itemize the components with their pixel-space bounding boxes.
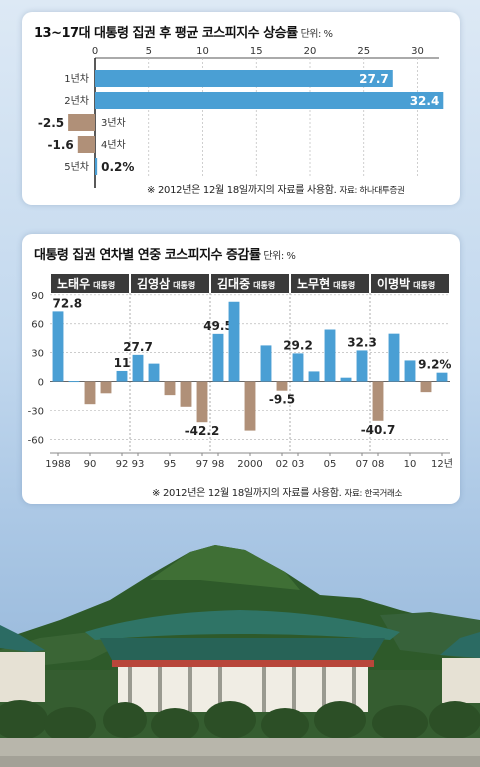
x-tick-label: 02 xyxy=(276,459,289,470)
bar-1990 xyxy=(84,381,96,405)
bar-1988 xyxy=(52,311,64,382)
x-tick-label: 25 xyxy=(357,46,370,57)
bar-3년차 xyxy=(68,114,95,131)
bar-2년차 xyxy=(95,92,444,109)
bar-2006 xyxy=(340,377,352,382)
value-label: 11 xyxy=(114,356,131,370)
bar-1991 xyxy=(100,381,112,394)
chart2-title: 대통령 집권 연차별 연중 코스피지수 증감률 단위: % xyxy=(34,248,296,263)
x-tick-label: 1988 xyxy=(45,459,70,470)
value-label: -42.2 xyxy=(185,424,220,438)
bar-2004 xyxy=(308,371,320,382)
x-tick-label: 12년 xyxy=(431,458,453,470)
blue-house-photo xyxy=(0,545,480,767)
president-header xyxy=(51,274,129,293)
bar-2000 xyxy=(244,381,256,431)
x-tick-label: 92 xyxy=(116,459,129,470)
bar-2003 xyxy=(292,353,304,382)
x-tick-label: 20 xyxy=(304,46,317,57)
x-tick-label: 07 xyxy=(356,459,369,470)
president-name: 노무현 대통령 xyxy=(297,276,355,291)
x-tick-label: 10 xyxy=(196,46,209,57)
y-tick-label: -30 xyxy=(28,406,44,417)
category-label: 5년차 xyxy=(64,161,89,173)
value-label: 29.2 xyxy=(283,338,313,352)
x-tick-label: 0 xyxy=(92,46,98,57)
y-tick-label: -60 xyxy=(28,435,44,446)
x-tick-label: 90 xyxy=(84,459,97,470)
bar-1992 xyxy=(116,370,128,382)
bar-1998 xyxy=(212,333,224,382)
yearly-kospi-panel: 대통령 집권 연차별 연중 코스피지수 증감률 단위: % 노태우 대통령 김영삼 대통… xyxy=(22,234,460,504)
president-header xyxy=(131,274,209,293)
chart1-note: ※ 2012년은 12월 18일까지의 자료를 사용함. 자료: 하나대투증권 xyxy=(147,185,405,196)
president-name: 김대중 대통령 xyxy=(217,276,275,291)
value-label: 49.5 xyxy=(203,319,233,333)
bar-1995 xyxy=(164,381,176,396)
avg-kospi-panel: 13~17대 대통령 집권 후 평균 코스피지수 상승률 단위: % 0 5 10 15… xyxy=(22,12,460,205)
x-tick-label: 5 xyxy=(146,46,152,57)
x-tick-label: 93 xyxy=(132,459,145,470)
bar-1년차 xyxy=(95,70,393,87)
bar-1997 xyxy=(196,381,208,423)
bar-1994 xyxy=(148,363,160,382)
category-label: 3년차 xyxy=(101,117,126,129)
bar-2009 xyxy=(388,333,400,382)
bar-2007 xyxy=(356,350,368,382)
bar-1996 xyxy=(180,381,192,407)
president-header xyxy=(291,274,369,293)
chart1-title: 13~17대 대통령 집권 후 평균 코스피지수 상승률 단위: % xyxy=(34,26,333,41)
chart2-plot: 노태우 대통령 김영삼 대통령 김대중 대통령 노무현 대통령 이명박 대통령 90 60 30 0 -30… xyxy=(28,274,453,470)
value-label: -40.7 xyxy=(361,423,396,437)
bar-2008 xyxy=(372,381,384,421)
x-tick-label: 03 xyxy=(292,459,305,470)
category-label: 4년차 xyxy=(101,139,126,151)
bar-2001 xyxy=(260,345,272,382)
president-header xyxy=(371,274,449,293)
value-label: 27.7 xyxy=(359,72,389,86)
x-tick-label: 15 xyxy=(250,46,263,57)
category-label: 1년차 xyxy=(64,73,89,85)
bar-2011 xyxy=(420,381,432,393)
chart1-plot: 0 5 10 15 20 25 30 1년차 27.7 2년차 32.4 3년차 -2.5 4년차 -1.6… xyxy=(38,46,444,188)
x-tick-label: 2000 xyxy=(237,459,262,470)
y-tick-label: 0 xyxy=(38,378,44,389)
bar-1993 xyxy=(132,354,144,382)
chart2-note: ※ 2012년은 12월 18일까지의 자료를 사용함. 자료: 한국거래소 xyxy=(152,488,403,499)
bar-2005 xyxy=(324,329,336,382)
x-tick-label: 30 xyxy=(411,46,424,57)
bar-2010 xyxy=(404,360,416,382)
x-tick-label: 08 xyxy=(372,459,385,470)
bar-5년차 xyxy=(95,158,98,175)
value-label: -2.5 xyxy=(38,116,64,130)
president-name: 김영삼 대통령 xyxy=(137,276,195,291)
president-name: 노태우 대통령 xyxy=(57,276,115,291)
president-name: 이명박 대통령 xyxy=(377,276,435,291)
x-tick-label: 97 xyxy=(196,459,209,470)
value-label: 32.3 xyxy=(347,335,377,349)
x-tick-label: 05 xyxy=(324,459,337,470)
bar-4년차 xyxy=(77,136,95,153)
bar-2002 xyxy=(276,381,288,391)
bar-1999 xyxy=(228,301,240,382)
x-tick-label: 98 xyxy=(212,459,225,470)
value-label: -9.5 xyxy=(269,393,295,407)
y-tick-label: 30 xyxy=(31,349,44,360)
y-tick-label: 90 xyxy=(31,291,44,302)
value-label: 0.2% xyxy=(101,160,134,174)
value-label: -1.6 xyxy=(48,138,74,152)
x-tick-label: 95 xyxy=(164,459,177,470)
category-label: 2년차 xyxy=(64,95,89,107)
value-label: 27.7 xyxy=(123,340,153,354)
value-label: 32.4 xyxy=(410,94,440,108)
president-header xyxy=(211,274,289,293)
bar-1989 xyxy=(68,381,80,383)
value-label: 72.8 xyxy=(53,296,83,310)
x-tick-label: 10 xyxy=(404,459,417,470)
y-tick-label: 60 xyxy=(31,320,44,331)
bar-2012 xyxy=(436,372,448,382)
value-label: 9.2% xyxy=(418,358,451,372)
